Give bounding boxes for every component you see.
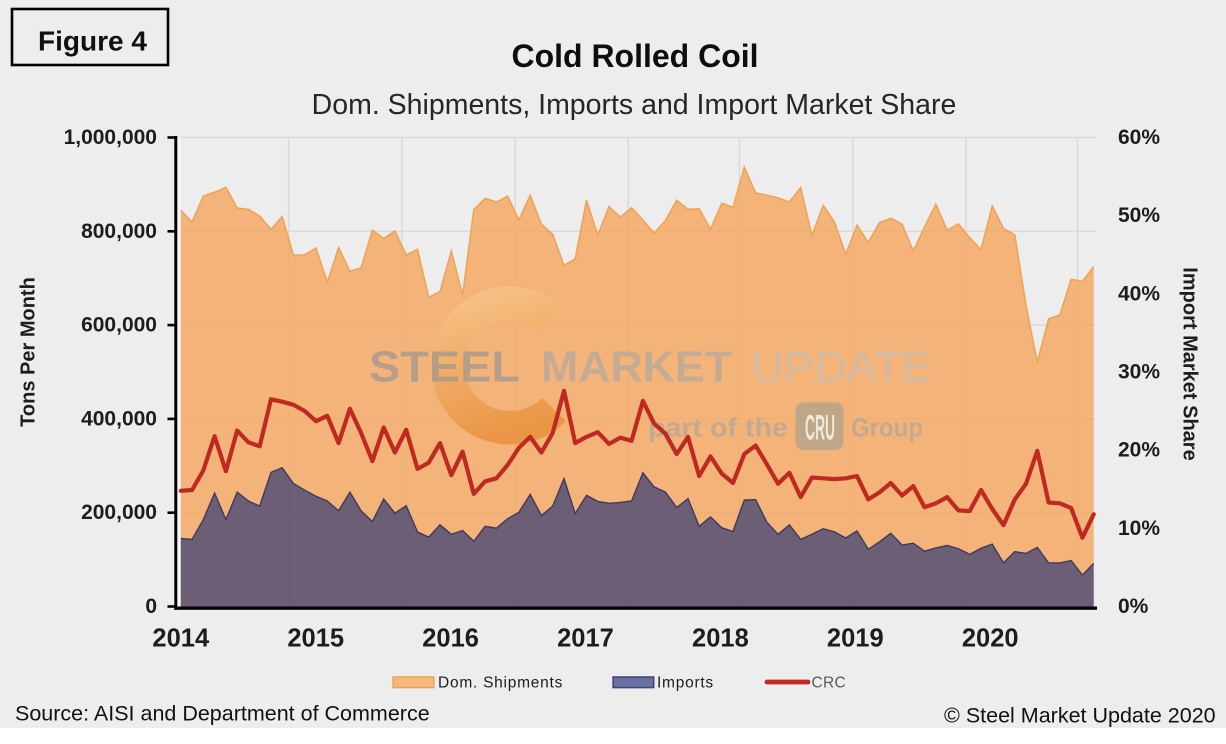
svg-text:CRC: CRC (812, 675, 846, 692)
svg-text:30%: 30% (1118, 361, 1160, 384)
svg-text:Tons Per Month: Tons Per Month (18, 277, 40, 427)
svg-text:50%: 50% (1118, 204, 1160, 227)
svg-text:1,000,000: 1,000,000 (64, 126, 157, 149)
svg-text:Imports: Imports (657, 675, 714, 692)
svg-text:2017: 2017 (557, 625, 614, 653)
svg-text:20%: 20% (1118, 439, 1160, 462)
svg-text:60%: 60% (1118, 126, 1160, 149)
svg-text:UPDATE: UPDATE (751, 344, 932, 392)
svg-text:Dom. Shipments, Imports and Im: Dom. Shipments, Imports and Import Marke… (312, 89, 957, 121)
svg-text:CRU: CRU (805, 409, 835, 448)
svg-text:2019: 2019 (827, 625, 884, 653)
svg-text:2020: 2020 (962, 625, 1019, 653)
svg-text:200,000: 200,000 (81, 501, 157, 524)
svg-text:0: 0 (145, 595, 157, 618)
svg-text:MARKET: MARKET (541, 344, 732, 392)
svg-text:part of the: part of the (648, 415, 788, 443)
svg-text:40%: 40% (1118, 282, 1160, 305)
svg-text:800,000: 800,000 (81, 220, 157, 243)
svg-text:© Steel Market Update 2020: © Steel Market Update 2020 (944, 704, 1216, 728)
svg-text:600,000: 600,000 (81, 314, 157, 337)
svg-text:10%: 10% (1118, 517, 1160, 540)
svg-text:STEEL: STEEL (369, 344, 520, 392)
svg-text:Group: Group (851, 415, 923, 443)
svg-text:Figure 4: Figure 4 (38, 26, 147, 57)
svg-text:Cold Rolled Coil: Cold Rolled Coil (511, 38, 758, 74)
svg-text:0%: 0% (1118, 595, 1149, 618)
svg-text:2016: 2016 (422, 625, 479, 653)
svg-text:Dom. Shipments: Dom. Shipments (438, 675, 563, 692)
svg-text:2014: 2014 (152, 625, 210, 653)
svg-text:Import Market Share: Import Market Share (1179, 267, 1201, 460)
svg-text:2018: 2018 (692, 625, 749, 653)
svg-text:2015: 2015 (287, 625, 344, 653)
svg-text:400,000: 400,000 (81, 407, 157, 430)
svg-text:Source: AISI and Department of: Source: AISI and Department of Commerce (15, 702, 430, 726)
